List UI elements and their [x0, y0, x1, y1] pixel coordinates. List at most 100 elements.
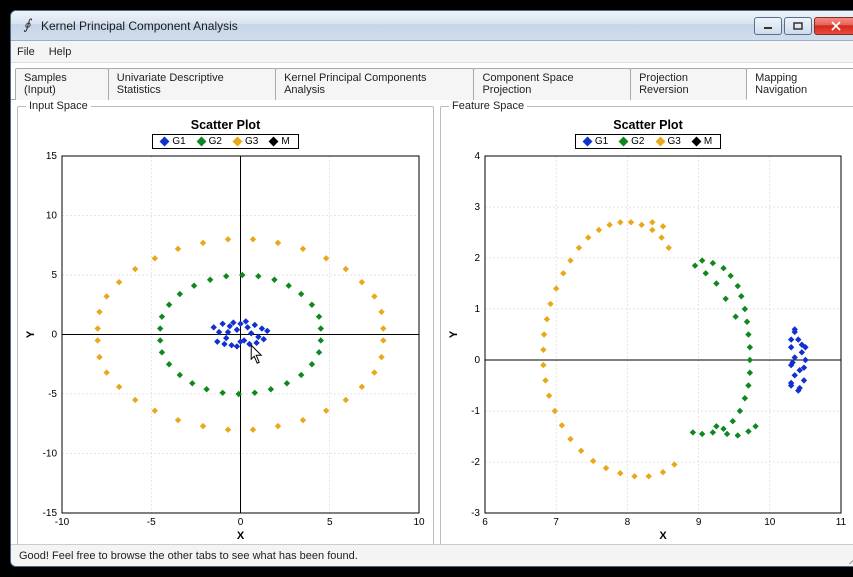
point-G1 — [252, 322, 258, 328]
point-G3 — [585, 234, 591, 240]
point-G1 — [211, 324, 217, 330]
resize-grip[interactable] — [846, 550, 853, 564]
svg-text:X: X — [659, 530, 667, 542]
point-G3 — [132, 266, 138, 272]
point-G3 — [250, 236, 256, 242]
point-G2 — [285, 283, 291, 289]
cursor-icon — [251, 345, 261, 363]
app-icon: ∮ — [19, 18, 35, 34]
point-G3 — [343, 397, 349, 403]
point-G3 — [323, 407, 329, 413]
point-G2 — [699, 431, 705, 437]
point-G3 — [658, 234, 664, 240]
point-G1 — [788, 344, 794, 350]
tab-4[interactable]: Projection Reversion — [630, 68, 747, 100]
svg-text:0: 0 — [51, 330, 57, 341]
point-G1 — [248, 330, 254, 336]
point-G3 — [546, 393, 552, 399]
point-G3 — [116, 279, 122, 285]
tab-5[interactable]: Mapping Navigation — [746, 68, 853, 100]
point-G2 — [737, 408, 743, 414]
feature-space-panel: Feature Space Scatter PlotG1G2G3M6789101… — [440, 106, 853, 547]
menu-file[interactable]: File — [17, 46, 35, 58]
tab-1[interactable]: Univariate Descriptive Statistics — [108, 68, 276, 100]
svg-text:8: 8 — [625, 517, 631, 528]
point-G3 — [300, 246, 306, 252]
point-G3 — [378, 309, 384, 315]
point-G3 — [95, 325, 101, 331]
point-G1 — [221, 341, 227, 347]
point-G3 — [671, 461, 677, 467]
point-G3 — [596, 227, 602, 233]
point-G1 — [799, 349, 805, 355]
point-G2 — [713, 280, 719, 286]
point-G1 — [214, 338, 220, 344]
svg-text:10: 10 — [413, 517, 425, 528]
point-G3 — [371, 293, 377, 299]
point-G3 — [275, 240, 281, 246]
point-G2 — [159, 349, 165, 355]
point-G2 — [318, 325, 324, 331]
point-G3 — [116, 384, 122, 390]
svg-text:-2: -2 — [471, 457, 480, 468]
feature-space-label: Feature Space — [449, 100, 527, 112]
point-G3 — [200, 240, 206, 246]
point-G3 — [649, 219, 655, 225]
tab-0[interactable]: Samples (Input) — [15, 68, 109, 100]
legend: G1G2G3M — [152, 134, 298, 149]
point-G3 — [175, 417, 181, 423]
point-G2 — [720, 426, 726, 432]
point-G2 — [159, 313, 165, 319]
minimize-button[interactable] — [754, 17, 782, 35]
point-G3 — [250, 427, 256, 433]
point-G2 — [177, 372, 183, 378]
point-G2 — [735, 432, 741, 438]
point-G2 — [747, 344, 753, 350]
svg-text:2: 2 — [474, 253, 480, 264]
point-G2 — [742, 306, 748, 312]
tab-2[interactable]: Kernel Principal Components Analysis — [275, 68, 474, 100]
point-G3 — [371, 369, 377, 375]
point-G3 — [225, 427, 231, 433]
point-G3 — [567, 257, 573, 263]
plot-title: Scatter Plot — [22, 118, 429, 132]
point-G1 — [788, 336, 794, 342]
point-G1 — [795, 336, 801, 342]
point-G1 — [792, 372, 798, 378]
point-G2 — [732, 313, 738, 319]
point-G3 — [103, 293, 109, 299]
plot-title: Scatter Plot — [445, 118, 851, 132]
tabbar: Samples (Input)Univariate Descriptive St… — [11, 63, 853, 100]
menu-help[interactable]: Help — [49, 46, 72, 58]
point-G3 — [553, 285, 559, 291]
point-G1 — [237, 321, 243, 327]
svg-text:11: 11 — [836, 517, 847, 528]
point-G1 — [228, 342, 234, 348]
point-G3 — [560, 270, 566, 276]
point-G1 — [264, 328, 270, 334]
point-G3 — [646, 473, 652, 479]
point-G2 — [309, 361, 315, 367]
point-G2 — [316, 313, 322, 319]
point-G3 — [343, 266, 349, 272]
feature-space-plot: Scatter PlotG1G2G3M67891011-3-2-101234XY — [445, 117, 851, 542]
point-G2 — [710, 260, 716, 266]
status-text: Good! Feel free to browse the other tabs… — [19, 550, 358, 562]
close-button[interactable] — [814, 17, 853, 35]
point-G2 — [690, 429, 696, 435]
titlebar[interactable]: ∮ Kernel Principal Component Analysis — [11, 11, 853, 41]
point-G3 — [638, 222, 644, 228]
svg-text:5: 5 — [327, 517, 333, 528]
point-G2 — [189, 380, 195, 386]
svg-text:1: 1 — [474, 304, 480, 315]
tab-3[interactable]: Component Space Projection — [473, 68, 631, 100]
point-G3 — [576, 245, 582, 251]
svg-text:Y: Y — [448, 330, 460, 338]
maximize-button[interactable] — [784, 17, 812, 35]
point-G1 — [223, 335, 229, 341]
point-G2 — [747, 370, 753, 376]
point-G3 — [603, 465, 609, 471]
point-G2 — [722, 296, 728, 302]
svg-text:0: 0 — [474, 355, 480, 366]
point-G3 — [660, 469, 666, 475]
